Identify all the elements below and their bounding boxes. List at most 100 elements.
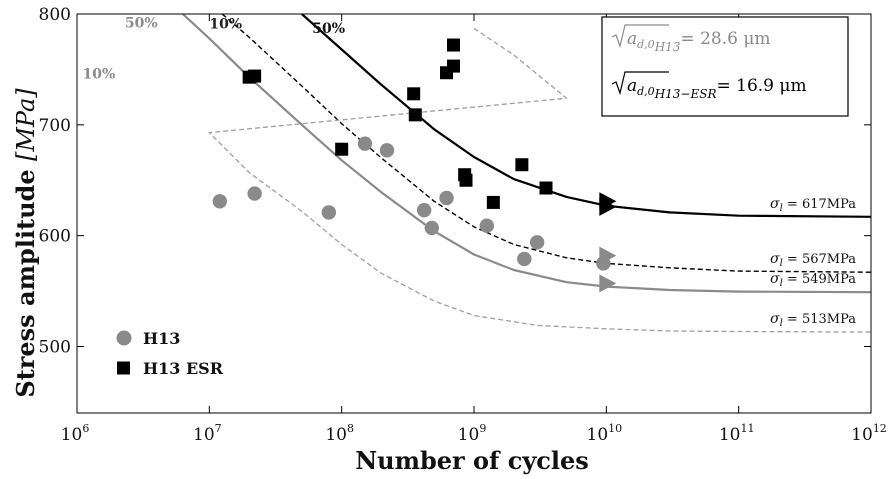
annotation-symbol: a [627, 76, 637, 96]
percent-label: 50% [312, 21, 345, 37]
curve-esr-50 [301, 14, 871, 218]
limit-subscript: l [780, 318, 783, 329]
legend-marker-circle [116, 330, 132, 346]
point-h13-esr [248, 69, 262, 83]
y-tick-label: 600 [39, 227, 71, 247]
sqrt-radical [611, 24, 669, 49]
limit-label-h13-50: σl = 549MPa [770, 271, 856, 289]
point-h13-esr [408, 108, 422, 122]
limit-subscript: l [780, 278, 783, 289]
annotation-subscript: d,0 [637, 85, 655, 98]
limit-label-esr-50: σl = 617MPa [770, 196, 856, 214]
annotation-tag: H13−ESR [654, 87, 717, 101]
limit-label-h13-10: σl = 513MPa [770, 311, 856, 329]
legend-label: H13 ESR [143, 359, 224, 378]
point-h13 [416, 202, 432, 218]
limit-subscript: l [780, 258, 783, 269]
x-tick-exponent: 9 [479, 422, 486, 435]
x-tick-base: 10 [325, 425, 347, 445]
y-axis-title: Stress amplitude [MPa] [11, 88, 40, 398]
curve-h13-50 [182, 14, 871, 294]
x-tick-base: 10 [458, 425, 480, 445]
x-tick-label: 108 [325, 422, 354, 445]
y-axis-title-unit: [MPa] [12, 88, 40, 161]
x-tick-label: 1010 [587, 422, 623, 445]
annotation-text: ad,0H13−ESR= 16.9 μm [627, 76, 807, 101]
runout-h13 [599, 246, 617, 265]
annotation-box: ad,0H13= 28.6 μm ad,0H13−ESR= 16.9 μm [601, 16, 849, 117]
sqrt-radical [611, 71, 669, 96]
point-h13-esr [447, 59, 461, 73]
point-h13-esr [515, 158, 529, 172]
limit-label-esr-10: σl = 567MPa [770, 251, 856, 269]
x-tick-exponent: 12 [873, 422, 887, 435]
x-tick-label: 1011 [719, 422, 755, 445]
point-h13 [517, 251, 532, 267]
y-axis-title-main: Stress amplitude [11, 161, 40, 398]
point-h13-esr [335, 142, 349, 156]
limit-symbol: σ [770, 311, 780, 327]
point-h13 [529, 235, 545, 250]
x-tick-base: 10 [851, 425, 873, 445]
point-h13-esr [486, 195, 500, 209]
annotation-tag: H13 [654, 40, 681, 54]
limit-symbol: σ [770, 271, 780, 287]
annotation-value: = 28.6 μm [680, 29, 770, 49]
point-h13 [357, 136, 373, 151]
annotation-line-h13: ad,0H13= 28.6 μm [611, 24, 771, 54]
x-tick-exponent: 7 [215, 422, 222, 435]
point-h13 [321, 205, 337, 220]
percent-labels-layer: 50% 10% 10% 50% [82, 15, 345, 82]
runout-h13-esr [599, 197, 617, 216]
point-h13 [424, 220, 440, 236]
annotation-value: = 16.9 μm [717, 76, 807, 96]
percent-label: 10% [82, 66, 115, 82]
x-tick-exponent: 11 [740, 422, 754, 435]
point-h13 [439, 190, 454, 206]
x-tick-exponent: 8 [347, 422, 354, 435]
limit-value: = 567MPa [783, 252, 856, 267]
x-tick-base: 10 [61, 425, 83, 445]
x-tick-exponent: 10 [608, 422, 622, 435]
y-tick-label: 700 [39, 116, 71, 136]
x-tick-exponent: 6 [82, 422, 89, 435]
annotation-line-esr: ad,0H13−ESR= 16.9 μm [611, 71, 807, 101]
limit-symbol: σ [770, 196, 780, 212]
annotation-frame [601, 16, 849, 117]
percent-label: 50% [125, 15, 158, 31]
annotation-text: ad,0H13= 28.6 μm [627, 29, 771, 54]
x-tick-base: 10 [719, 425, 741, 445]
limit-value: = 513MPa [783, 312, 856, 327]
curves-layer [182, 14, 871, 333]
point-h13 [479, 218, 495, 233]
x-tick-label: 1012 [851, 422, 887, 445]
point-h13-esr [539, 181, 553, 195]
x-tick-label: 109 [458, 422, 487, 445]
point-h13-esr [459, 173, 473, 187]
points-layer [212, 38, 617, 293]
y-tick-label: 800 [39, 5, 71, 25]
percent-label: 10% [209, 16, 242, 32]
point-h13 [247, 186, 262, 201]
point-h13-esr [447, 38, 461, 52]
annotation-subscript: d,0 [637, 38, 655, 51]
y-tick-label: 500 [39, 338, 71, 358]
point-h13-esr [407, 87, 421, 101]
legend: H13 H13 ESR [116, 329, 224, 378]
point-h13 [212, 194, 228, 209]
curve-esr-10 [221, 14, 871, 273]
x-tick-label: 107 [193, 422, 222, 445]
legend-label: H13 [143, 329, 180, 348]
x-axis-title: Number of cycles [355, 446, 589, 475]
x-tick-label: 106 [61, 422, 90, 445]
curve-h13-10 [208, 27, 871, 333]
runout-h13 [599, 274, 617, 293]
point-h13 [379, 143, 395, 158]
x-tick-base: 10 [587, 425, 609, 445]
x-tick-base: 10 [193, 425, 215, 445]
limit-value: = 617MPa [783, 197, 856, 212]
limit-subscript: l [780, 203, 783, 214]
